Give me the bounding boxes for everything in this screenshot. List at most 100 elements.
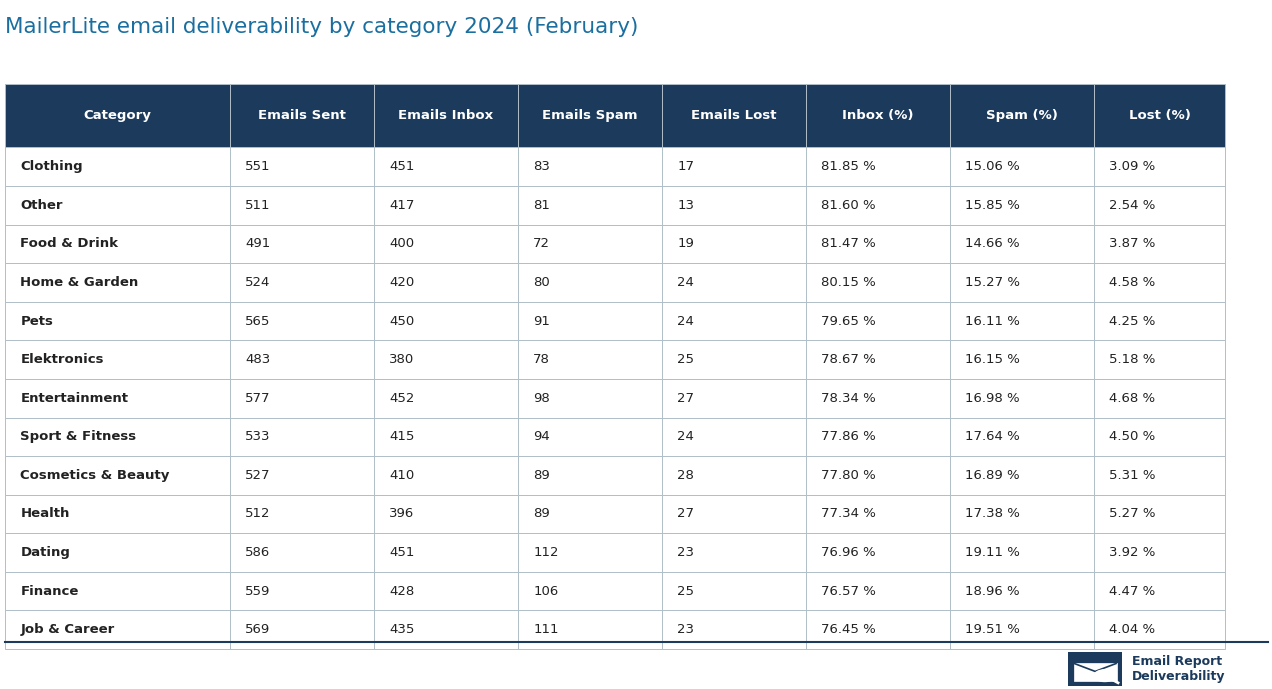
Text: Finance: Finance: [20, 585, 79, 597]
Text: 435: 435: [389, 624, 415, 636]
Text: Job & Career: Job & Career: [20, 624, 114, 636]
Text: 512: 512: [245, 508, 271, 520]
Text: 4.50 %: 4.50 %: [1109, 431, 1155, 443]
Text: 76.45 %: 76.45 %: [822, 624, 876, 636]
Text: 451: 451: [389, 161, 415, 173]
Text: 452: 452: [389, 392, 415, 404]
Text: 81.47 %: 81.47 %: [822, 238, 876, 250]
Text: 27: 27: [677, 392, 695, 404]
Text: 5.18 %: 5.18 %: [1109, 353, 1155, 366]
Text: 415: 415: [389, 431, 415, 443]
Text: Category: Category: [84, 110, 151, 122]
Text: 98: 98: [533, 392, 550, 404]
Text: 3.09 %: 3.09 %: [1109, 161, 1155, 173]
Text: 77.86 %: 77.86 %: [822, 431, 876, 443]
Text: 511: 511: [245, 199, 271, 212]
Text: 5.31 %: 5.31 %: [1109, 469, 1156, 482]
Text: 586: 586: [245, 546, 271, 559]
Text: 410: 410: [389, 469, 415, 482]
Text: 77.80 %: 77.80 %: [822, 469, 876, 482]
Text: 19.11 %: 19.11 %: [965, 546, 1020, 559]
Text: 23: 23: [677, 546, 695, 559]
Text: 24: 24: [677, 315, 695, 327]
Text: 81.60 %: 81.60 %: [822, 199, 876, 212]
Text: 111: 111: [533, 624, 558, 636]
Text: 569: 569: [245, 624, 271, 636]
Text: 13: 13: [677, 199, 695, 212]
Text: 80: 80: [533, 276, 550, 289]
Text: Other: Other: [20, 199, 62, 212]
Text: 16.89 %: 16.89 %: [965, 469, 1020, 482]
Text: 28: 28: [677, 469, 695, 482]
Text: 527: 527: [245, 469, 271, 482]
Text: 565: 565: [245, 315, 271, 327]
Text: 18.96 %: 18.96 %: [965, 585, 1020, 597]
Text: 559: 559: [245, 585, 271, 597]
Text: 81.85 %: 81.85 %: [822, 161, 876, 173]
Text: 77.34 %: 77.34 %: [822, 508, 876, 520]
Text: 15.85 %: 15.85 %: [965, 199, 1020, 212]
Text: 89: 89: [533, 469, 550, 482]
Text: Emails Lost: Emails Lost: [691, 110, 777, 122]
Text: 396: 396: [389, 508, 415, 520]
Text: 76.57 %: 76.57 %: [822, 585, 876, 597]
Text: 551: 551: [245, 161, 271, 173]
Text: 78.67 %: 78.67 %: [822, 353, 876, 366]
Text: Spam (%): Spam (%): [986, 110, 1058, 122]
Text: Email Report: Email Report: [1132, 655, 1222, 668]
Text: 15.06 %: 15.06 %: [965, 161, 1020, 173]
Text: 577: 577: [245, 392, 271, 404]
Text: 25: 25: [677, 353, 695, 366]
Text: Emails Sent: Emails Sent: [258, 110, 346, 122]
Text: 112: 112: [533, 546, 558, 559]
Text: 4.58 %: 4.58 %: [1109, 276, 1155, 289]
Text: Sport & Fitness: Sport & Fitness: [20, 431, 136, 443]
Text: 533: 533: [245, 431, 271, 443]
Text: 89: 89: [533, 508, 550, 520]
Text: 17: 17: [677, 161, 695, 173]
Text: 524: 524: [245, 276, 271, 289]
Text: 3.92 %: 3.92 %: [1109, 546, 1155, 559]
Text: 27: 27: [677, 508, 695, 520]
Text: 94: 94: [533, 431, 550, 443]
Text: 4.04 %: 4.04 %: [1109, 624, 1155, 636]
Text: Health: Health: [20, 508, 70, 520]
Text: Emails Spam: Emails Spam: [542, 110, 637, 122]
Text: 16.15 %: 16.15 %: [965, 353, 1020, 366]
Text: 81: 81: [533, 199, 550, 212]
Text: 91: 91: [533, 315, 550, 327]
Text: 14.66 %: 14.66 %: [965, 238, 1020, 250]
Text: Dating: Dating: [20, 546, 70, 559]
Text: 3.87 %: 3.87 %: [1109, 238, 1155, 250]
Text: 25: 25: [677, 585, 695, 597]
Text: 24: 24: [677, 431, 695, 443]
Text: 17.64 %: 17.64 %: [965, 431, 1020, 443]
Text: 483: 483: [245, 353, 271, 366]
Text: 428: 428: [389, 585, 415, 597]
Text: @: @: [1102, 673, 1108, 678]
Text: 420: 420: [389, 276, 415, 289]
Text: Entertainment: Entertainment: [20, 392, 128, 404]
Text: 83: 83: [533, 161, 550, 173]
Text: 23: 23: [677, 624, 695, 636]
Text: 106: 106: [533, 585, 558, 597]
Text: 4.25 %: 4.25 %: [1109, 315, 1155, 327]
Text: 2.54 %: 2.54 %: [1109, 199, 1155, 212]
Text: Deliverability: Deliverability: [1132, 670, 1226, 683]
Text: 19.51 %: 19.51 %: [965, 624, 1020, 636]
Text: Inbox (%): Inbox (%): [842, 110, 913, 122]
Text: 400: 400: [389, 238, 415, 250]
Text: 15.27 %: 15.27 %: [965, 276, 1020, 289]
Text: Elektronics: Elektronics: [20, 353, 104, 366]
Text: 24: 24: [677, 276, 695, 289]
Text: 78.34 %: 78.34 %: [822, 392, 876, 404]
Text: 76.96 %: 76.96 %: [822, 546, 876, 559]
Text: MailerLite email deliverability by category 2024 (February): MailerLite email deliverability by categ…: [5, 17, 639, 37]
Text: 380: 380: [389, 353, 415, 366]
Text: Pets: Pets: [20, 315, 53, 327]
Text: 4.68 %: 4.68 %: [1109, 392, 1155, 404]
Text: 417: 417: [389, 199, 415, 212]
Text: 80.15 %: 80.15 %: [822, 276, 876, 289]
Text: 16.11 %: 16.11 %: [965, 315, 1020, 327]
Text: 4.47 %: 4.47 %: [1109, 585, 1155, 597]
